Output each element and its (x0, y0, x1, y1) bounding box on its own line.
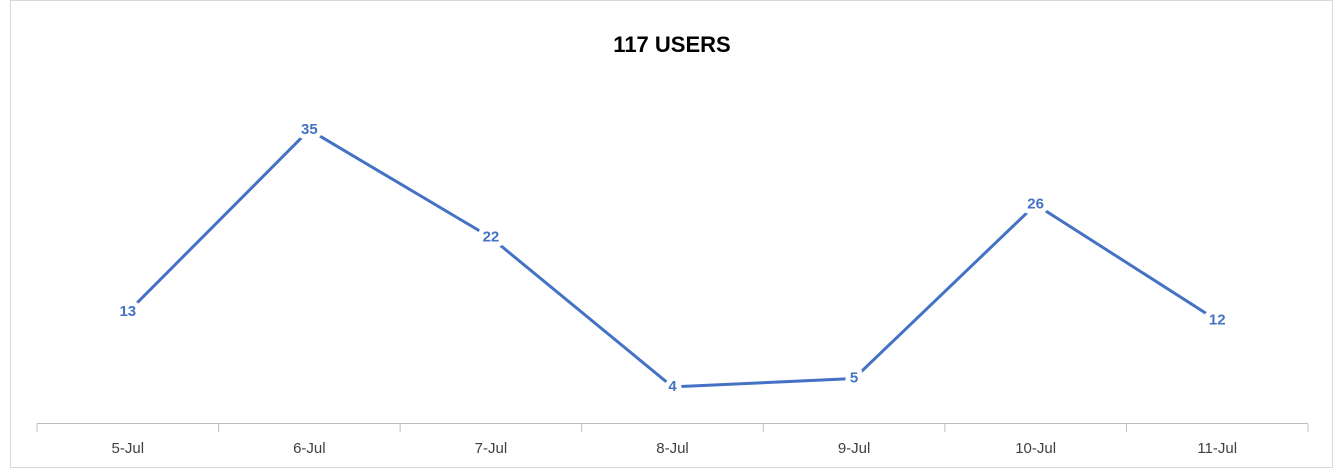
x-tick-label: 8-Jul (656, 440, 689, 457)
data-label: 4 (668, 378, 677, 395)
chart-frame (10, 0, 1333, 468)
x-tick-label: 7-Jul (475, 440, 508, 457)
x-tick-label: 10-Jul (1015, 440, 1056, 457)
x-tick-label: 11-Jul (1197, 440, 1237, 457)
chart-title: 117 USERS (613, 32, 730, 57)
data-label: 13 (119, 303, 136, 320)
x-tick-label: 6-Jul (293, 440, 326, 457)
data-label: 35 (301, 121, 318, 138)
data-label: 26 (1027, 195, 1044, 212)
data-label: 22 (483, 229, 500, 246)
data-label: 5 (850, 370, 858, 387)
x-tick-label: 5-Jul (112, 440, 145, 457)
line-series (126, 128, 1219, 389)
data-label: 12 (1209, 311, 1226, 328)
x-tick-label: 9-Jul (838, 440, 871, 457)
